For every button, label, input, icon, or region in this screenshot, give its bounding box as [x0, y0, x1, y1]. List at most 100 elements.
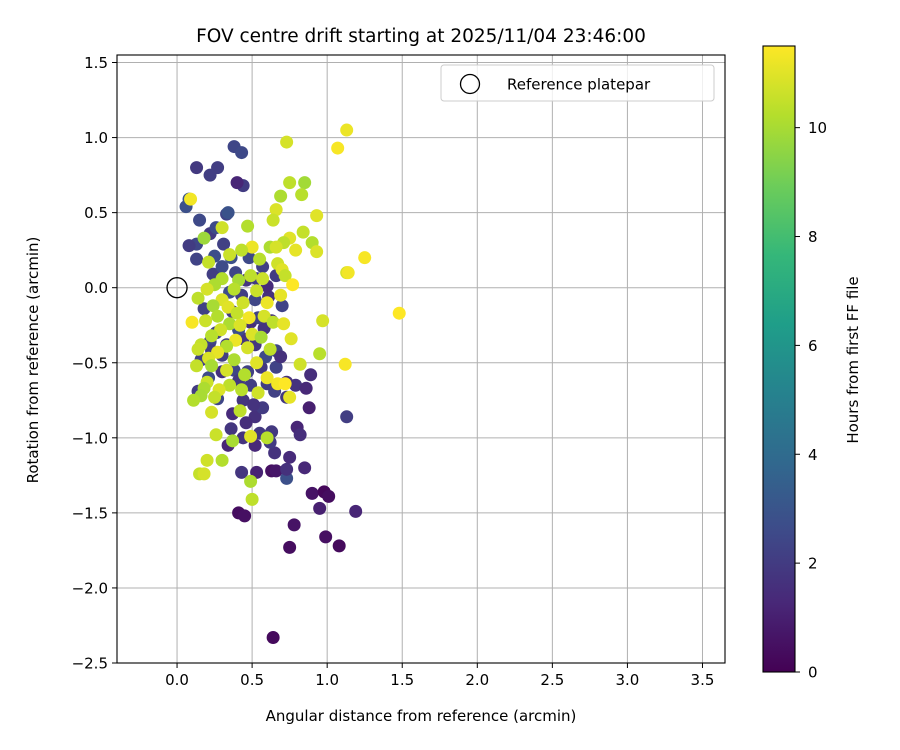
scatter-point — [235, 383, 249, 397]
scatter-point — [197, 467, 211, 481]
scatter-point — [251, 386, 265, 400]
scatter-point — [299, 381, 313, 395]
scatter-point — [245, 240, 259, 254]
scatter-point — [230, 306, 244, 320]
scatter-point — [313, 347, 327, 361]
scatter-point — [338, 357, 352, 371]
scatter-point — [284, 332, 298, 346]
scatter-point — [245, 492, 259, 506]
scatter-points — [166, 123, 406, 644]
scatter-point — [193, 213, 207, 227]
scatter-point — [223, 378, 237, 392]
scatter-point — [215, 453, 229, 467]
scatter-point — [280, 462, 294, 476]
legend-label: Reference platepar — [507, 76, 651, 94]
scatter-point — [260, 371, 274, 385]
scatter-point — [280, 135, 294, 149]
x-axis-label: Angular distance from reference (arcmin) — [266, 707, 577, 725]
scatter-point — [238, 509, 252, 523]
scatter-point — [278, 377, 292, 391]
scatter-point — [205, 405, 219, 419]
scatter-point — [217, 237, 231, 251]
colorbar-tick-label: 4 — [808, 446, 818, 464]
scatter-point — [274, 189, 288, 203]
x-tick-label: 3.0 — [615, 671, 639, 689]
scatter-point — [274, 350, 288, 364]
scatter-point — [283, 540, 297, 554]
scatter-point — [260, 296, 274, 310]
scatter-point — [287, 518, 301, 532]
legend: Reference platepar — [440, 64, 715, 102]
x-tick-label: 2.0 — [465, 671, 489, 689]
x-tick-label: 0.0 — [165, 671, 189, 689]
scatter-point — [278, 269, 292, 283]
scatter-point — [182, 239, 196, 253]
legend-marker — [459, 73, 481, 95]
scatter-point — [185, 315, 199, 329]
scatter-point — [190, 161, 204, 175]
scatter-point — [293, 357, 307, 371]
y-tick-label: 1.5 — [84, 54, 108, 72]
colorbar-tick-label: 10 — [808, 119, 827, 137]
y-tick-label: −2.5 — [72, 655, 108, 673]
colorbar-tick-label: 8 — [808, 228, 818, 246]
scatter-point — [289, 243, 303, 257]
scatter-point — [235, 146, 249, 160]
scatter-point — [298, 176, 312, 190]
y-tick-label: 0.0 — [84, 279, 108, 297]
y-tick-label: −0.5 — [72, 354, 108, 372]
scatter-point — [191, 291, 205, 305]
scatter-point — [358, 251, 372, 265]
scatter-point — [197, 231, 211, 245]
scatter-point — [286, 278, 300, 292]
scatter-point — [392, 306, 406, 320]
scatter-point — [215, 260, 229, 274]
scatter-point — [190, 359, 204, 373]
scatter-point — [239, 416, 253, 430]
chart-title: FOV centre drift starting at 2025/11/04 … — [196, 26, 646, 47]
reference-marker — [166, 277, 188, 299]
scatter-point — [235, 465, 249, 479]
scatter-point — [310, 209, 324, 223]
scatter-point — [253, 252, 267, 266]
scatter-point — [184, 192, 198, 206]
y-tick-label: 1.0 — [84, 129, 108, 147]
plot-frame — [116, 54, 726, 664]
scatter-point — [260, 431, 274, 445]
scatter-point — [283, 390, 297, 404]
scatter-point — [200, 282, 214, 296]
scatter-point — [293, 428, 307, 442]
scatter-point — [269, 203, 283, 217]
scatter-point — [244, 474, 258, 488]
scatter-point — [221, 206, 235, 220]
scatter-point — [205, 359, 219, 373]
scatter-point — [349, 504, 363, 518]
scatter-point — [266, 315, 280, 329]
scatter-point — [275, 299, 289, 313]
scatter-point — [332, 539, 346, 553]
scatter-point — [295, 188, 309, 202]
scatter-point — [269, 240, 283, 254]
y-tick-label: −1.5 — [72, 504, 108, 522]
scatter-point — [269, 464, 283, 478]
scatter-point — [244, 269, 258, 283]
x-tick-label: 0.5 — [240, 671, 264, 689]
scatter-point — [310, 245, 324, 259]
scatter-point — [280, 471, 294, 485]
scatter-point — [316, 314, 330, 328]
y-axis-label: Rotation from reference (arcmin) — [24, 237, 42, 484]
scatter-point — [211, 309, 225, 323]
scatter-point — [215, 221, 229, 235]
scatter-point — [296, 225, 310, 239]
scatter-point — [220, 363, 234, 377]
scatter-point — [298, 461, 312, 475]
colorbar: 0 2 4 6 8 10 — [762, 45, 827, 682]
scatter-point — [250, 356, 264, 370]
scatter-point — [256, 272, 270, 286]
scatter-point — [233, 404, 247, 418]
scatter-point — [322, 489, 336, 503]
scatter-point — [341, 266, 355, 280]
scatter-point — [206, 299, 220, 313]
